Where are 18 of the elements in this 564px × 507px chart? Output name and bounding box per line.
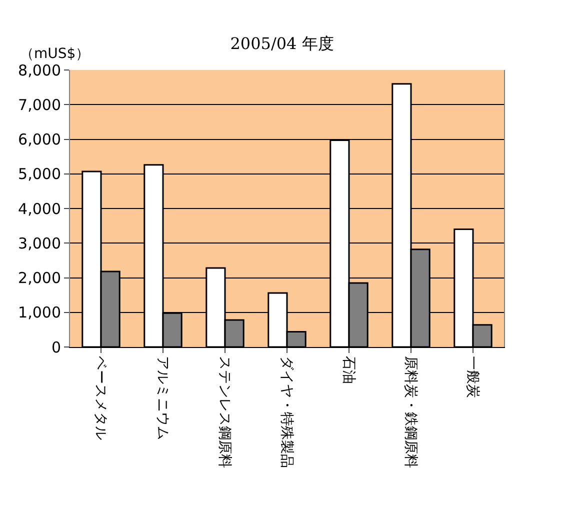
y-tick-label: 1,000	[18, 304, 61, 322]
y-tick-label: 7,000	[18, 96, 61, 114]
y-tick-label: 5,000	[18, 165, 61, 184]
y-tick-label: 3,000	[18, 234, 61, 252]
y-tick-label: 8,000	[18, 61, 61, 80]
x-tick-label: 一般炭	[464, 356, 480, 398]
y-axis-title: （mUS$）	[20, 46, 90, 62]
y-tick-label: 2,000	[18, 269, 61, 287]
x-tick-label: 原料炭・鉄鋼原料	[402, 356, 418, 468]
chart-title: 2005/04 年度	[230, 34, 334, 54]
x-tick-label: ステンレス鋼原料	[216, 356, 232, 468]
y-tick-label: 6,000	[18, 130, 61, 148]
y-tick-label: 4,000	[18, 200, 61, 218]
x-tick-label: アルミニウム	[154, 356, 170, 440]
y-tick-label: 0	[51, 338, 61, 356]
x-tick-label: ダイヤ・特殊製品	[278, 356, 294, 468]
x-tick-label: 石油	[340, 356, 356, 384]
x-tick-label: ベースメタル	[92, 356, 108, 440]
